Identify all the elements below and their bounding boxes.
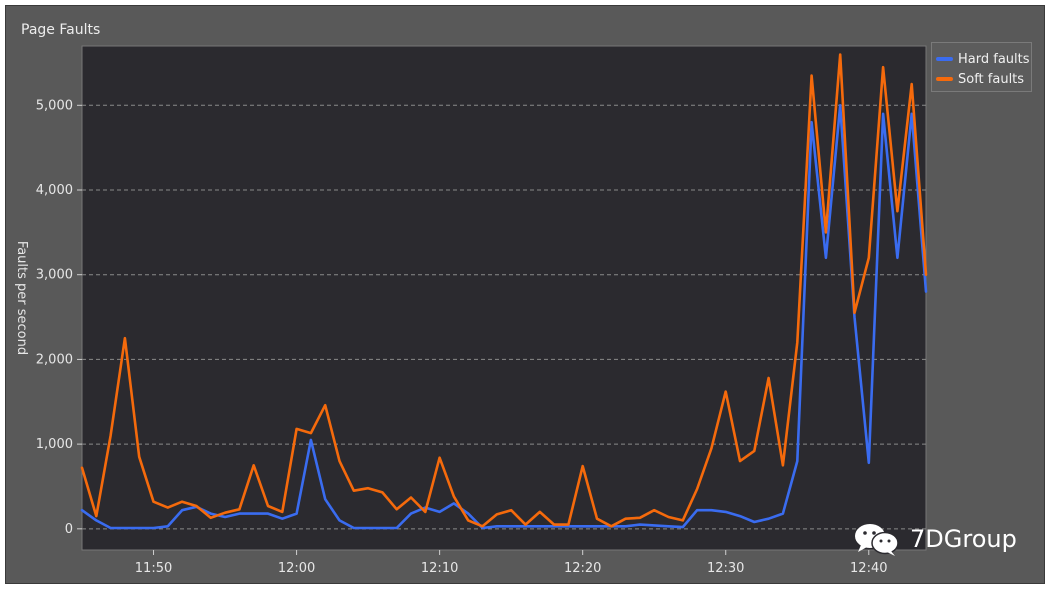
plot-area <box>81 45 927 551</box>
x-tick-label: 12:40 <box>850 561 887 576</box>
legend-item-soft-faults[interactable]: Soft faults <box>936 70 1024 88</box>
y-tick-label: 0 <box>65 522 73 537</box>
series-line-hard-faults <box>80 104 928 530</box>
wechat-icon <box>855 524 899 556</box>
y-tick-label: 4,000 <box>36 183 73 198</box>
watermark: 7DGroup <box>852 521 1017 557</box>
x-tick-label: 12:00 <box>278 561 315 576</box>
legend-label-soft: Soft faults <box>958 71 1025 87</box>
x-tick-label: 12:20 <box>564 561 601 576</box>
watermark-text: 7DGroup <box>910 525 1017 553</box>
legend-swatch-hard <box>936 57 953 61</box>
legend-item-hard-faults[interactable]: Hard faults <box>936 50 1030 68</box>
y-tick-label: 1,000 <box>36 437 73 452</box>
x-tick-label: 11:50 <box>135 561 172 576</box>
legend-label-hard: Hard faults <box>958 51 1030 67</box>
legend-swatch-soft <box>936 77 953 81</box>
series-line-soft-faults <box>80 53 928 528</box>
x-tick-label: 12:10 <box>421 561 458 576</box>
y-tick-label: 3,000 <box>36 268 73 283</box>
y-tick-label: 2,000 <box>36 352 73 367</box>
panel-title: Page Faults <box>21 22 101 38</box>
x-tick-label: 12:30 <box>707 561 744 576</box>
chart-legend: Hard faults Soft faults <box>931 42 1032 92</box>
y-tick-label: 5,000 <box>36 98 73 113</box>
y-axis-label: Faults per second <box>14 241 29 355</box>
